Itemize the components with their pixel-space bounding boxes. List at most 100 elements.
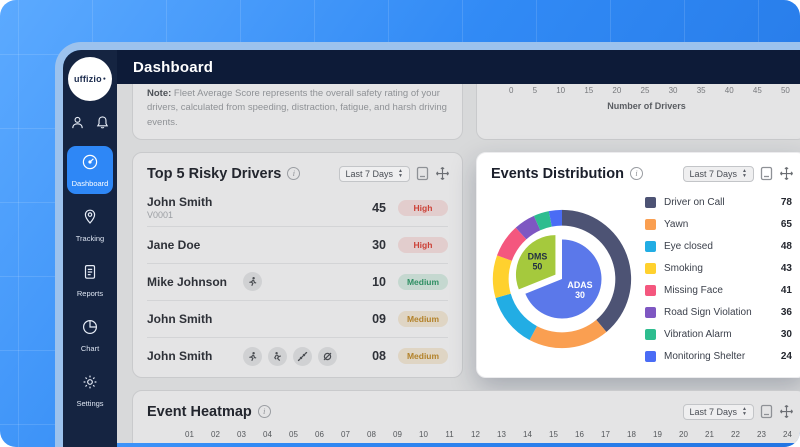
driver-row[interactable]: Mike Johnson 10 Medium xyxy=(147,264,448,301)
heatmap-hour: 06 xyxy=(315,429,324,439)
legend-value: 24 xyxy=(780,350,792,362)
heatmap-hour: 03 xyxy=(237,429,246,439)
app-logo[interactable]: uffizio xyxy=(68,57,112,101)
sidebar-item-label: Chart xyxy=(80,344,100,353)
behavior-icons xyxy=(243,346,337,366)
driver-row[interactable]: John Smith V0001 45 High xyxy=(147,190,448,227)
sidebar-item-reports[interactable]: Reports xyxy=(67,256,113,304)
legend-value: 36 xyxy=(780,306,792,318)
donut-segment[interactable] xyxy=(495,293,537,341)
x-axis-tick: 20 xyxy=(612,86,622,95)
move-icon[interactable] xyxy=(779,166,794,181)
risky-drivers-title: Top 5 Risky Drivers xyxy=(147,165,282,182)
donut-segment[interactable] xyxy=(562,210,632,333)
inner-pie-slice[interactable] xyxy=(515,235,556,290)
events-distribution-panel: Events Distribution i Last 7 Days ▲ ▼ xyxy=(476,151,800,378)
main-area: Dashboard Note: Fleet Average Score repr… xyxy=(117,50,800,447)
legend-label: Yawn xyxy=(664,218,689,230)
donut-segment[interactable] xyxy=(529,320,607,349)
heatmap-hour: 23 xyxy=(757,429,766,439)
x-axis-tick: 45 xyxy=(752,86,762,95)
risk-badge: Medium xyxy=(398,310,448,327)
period-dropdown[interactable]: Last 7 Days ▲ ▼ xyxy=(682,403,754,420)
risk-score: 08 xyxy=(372,349,386,364)
move-icon[interactable] xyxy=(435,166,450,181)
sidebar-nav: Dashboard Tracking xyxy=(63,146,117,414)
sidebar-item-settings[interactable]: Settings xyxy=(67,366,113,414)
legend-swatch xyxy=(645,306,656,318)
driver-row[interactable]: John Smith 08 Medium xyxy=(147,338,448,375)
donut-segment[interactable] xyxy=(533,211,552,231)
legend-item[interactable]: Road Sign Violation 36 xyxy=(645,302,792,323)
heatmap-hour: 24 xyxy=(783,429,792,439)
risk-badge: High xyxy=(398,236,448,253)
legend-swatch xyxy=(645,284,656,296)
info-icon[interactable]: i xyxy=(287,167,301,181)
export-document-icon[interactable] xyxy=(416,166,429,181)
legend-label: Vibration Alarm xyxy=(664,328,732,340)
sidebar-item-dashboard[interactable]: Dashboard xyxy=(67,146,113,194)
speedometer-icon xyxy=(81,153,99,176)
legend-item[interactable]: Driver on Call 78 xyxy=(645,192,792,213)
risk-badge: Medium xyxy=(398,348,448,365)
x-axis-tick: 25 xyxy=(640,86,650,95)
heatmap-grid: 01 02 03 04 05 06 07 08 09 10 11 12 13 14 15 16 17 18 19 20… xyxy=(133,428,800,443)
inner-pie-slice[interactable] xyxy=(525,239,602,319)
donut-segment[interactable] xyxy=(548,210,562,227)
info-icon[interactable]: i xyxy=(257,405,271,419)
heatmap-hour: 21 xyxy=(705,429,714,439)
legend-value: 65 xyxy=(780,218,792,230)
events-legend: Driver on Call 78 Yawn 65 Eye closed 48 Smokin… xyxy=(645,190,792,367)
pie-slice-label: DMS 50 xyxy=(528,252,548,272)
legend-swatch xyxy=(645,328,656,340)
harsh-driving-icon xyxy=(268,346,287,366)
period-dropdown[interactable]: Last 7 Days ▲ ▼ xyxy=(682,165,754,182)
page-title: Dashboard xyxy=(133,58,214,76)
legend-item[interactable]: Missing Face 41 xyxy=(645,280,792,301)
legend-label: Road Sign Violation xyxy=(664,306,752,318)
heatmap-hour: 01 xyxy=(185,429,194,439)
pie-chart-icon xyxy=(81,318,99,341)
x-axis-tick: 30 xyxy=(668,86,678,95)
legend-swatch xyxy=(645,262,656,274)
sidebar-item-label: Dashboard xyxy=(71,179,109,188)
move-icon[interactable] xyxy=(779,404,794,419)
export-document-icon[interactable] xyxy=(760,404,773,419)
heatmap-hour: 11 xyxy=(445,429,454,439)
legend-value: 43 xyxy=(780,262,792,274)
legend-item[interactable]: Monitoring Shelter 24 xyxy=(645,346,792,367)
sidebar-item-chart[interactable]: Chart xyxy=(67,311,113,359)
heatmap-hour: 07 xyxy=(341,429,350,439)
donut-segment[interactable] xyxy=(515,216,541,240)
heatmap-hour: 14 xyxy=(523,429,532,439)
export-document-icon[interactable] xyxy=(760,166,773,181)
driver-row[interactable]: Jane Doe 30 High xyxy=(147,227,448,264)
heatmap-hour: 04 xyxy=(263,429,272,439)
bell-icon[interactable] xyxy=(95,115,110,130)
x-axis-tick: 15 xyxy=(584,86,594,95)
legend-item[interactable]: Eye closed 48 xyxy=(645,236,792,257)
legend-item[interactable]: Yawn 65 xyxy=(645,214,792,235)
legend-value: 48 xyxy=(780,240,792,252)
legend-item[interactable]: Smoking 43 xyxy=(645,258,792,279)
info-icon[interactable]: i xyxy=(629,167,643,181)
legend-swatch xyxy=(645,350,656,362)
heatmap-hour: 09 xyxy=(393,429,402,439)
heatmap-hour-labels: 01 02 03 04 05 06 07 08 09 10 11 12 13 14 15 16 17 18 19 20… xyxy=(181,430,796,439)
legend-item[interactable]: Vibration Alarm 30 xyxy=(645,324,792,345)
sidebar-item-label: Reports xyxy=(76,289,104,298)
driver-list: John Smith V0001 45 High Jane Doe 30 High Mike … xyxy=(133,190,462,375)
user-icon[interactable] xyxy=(70,115,85,130)
x-axis-tick: 50 xyxy=(780,86,790,95)
driver-row[interactable]: John Smith 09 Medium xyxy=(147,301,448,338)
legend-label: Monitoring Shelter xyxy=(664,350,746,362)
risk-score: 45 xyxy=(372,200,386,215)
events-donut-chart[interactable]: ADAS 30 DMS 50 xyxy=(483,190,641,367)
donut-segment[interactable] xyxy=(497,227,527,261)
donut-segment[interactable] xyxy=(492,255,512,299)
x-axis-ticks: 0 5 10 15 20 25 30 35 40 45 50 xyxy=(499,86,794,95)
note-text: Note: Fleet Average Score represents the… xyxy=(147,88,447,128)
sidebar-item-tracking[interactable]: Tracking xyxy=(67,201,113,249)
period-dropdown[interactable]: Last 7 Days ▲ ▼ xyxy=(338,165,410,182)
